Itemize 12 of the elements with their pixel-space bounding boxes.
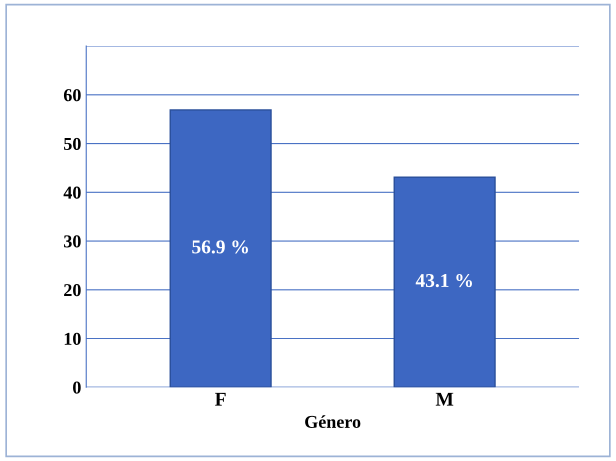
- data-label: 56.9 %: [192, 240, 248, 254]
- y-tick-label: 10: [64, 332, 81, 345]
- x-tick-label: M: [436, 392, 454, 406]
- y-tick-label: 20: [64, 284, 81, 296]
- y-tick-label: 0: [73, 381, 81, 394]
- y-tick-label: 30: [64, 235, 81, 248]
- x-tick-label: F: [215, 392, 226, 406]
- data-label: 43.1 %: [416, 274, 472, 288]
- y-tick-label: 60: [64, 89, 81, 102]
- x-axis-title: Género: [305, 415, 360, 428]
- y-tick-label: 40: [64, 186, 81, 199]
- y-tick-label: 50: [64, 138, 81, 150]
